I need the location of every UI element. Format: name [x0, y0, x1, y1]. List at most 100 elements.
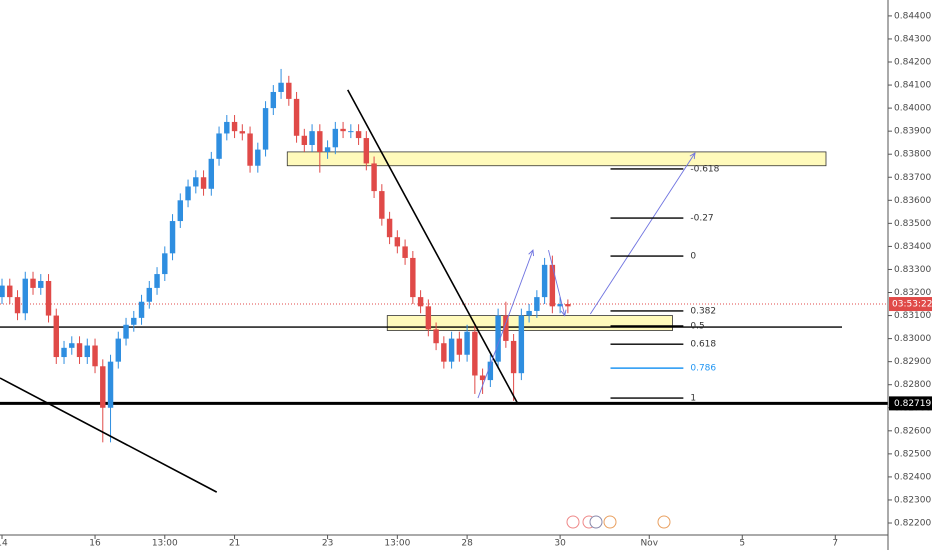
y-tick-label: 0.83100	[894, 311, 931, 321]
y-tick-label: 0.83900	[894, 127, 931, 137]
fib-label: 0.786	[690, 364, 716, 374]
countdown-label: 03:53:22	[892, 300, 932, 310]
candle-body	[84, 345, 90, 358]
candle-body	[61, 347, 67, 358]
candle-body	[448, 338, 455, 362]
candle-body	[371, 163, 377, 192]
projection-arrow	[548, 249, 566, 316]
candle-body	[410, 257, 416, 298]
y-tick-label: 0.82600	[894, 426, 931, 436]
y-tick-label: 0.83400	[894, 242, 931, 252]
candle-body	[534, 297, 540, 311]
y-tick-label: 0.83700	[894, 173, 931, 183]
x-tick-label: 16	[89, 539, 101, 549]
candle-body	[495, 315, 501, 362]
candle-body	[417, 297, 424, 307]
candle-body	[456, 338, 463, 355]
y-tick-label: 0.84400	[894, 11, 931, 21]
x-tick-label: 13:00	[152, 539, 178, 549]
candle-body	[162, 253, 168, 275]
y-tick-label: 0.83300	[894, 265, 931, 275]
fib-label: 1	[690, 394, 696, 404]
candle-body	[247, 133, 253, 166]
fib-label: 0	[690, 252, 696, 262]
candle-body	[262, 108, 269, 150]
candle-body	[425, 306, 432, 330]
candle-body	[557, 304, 563, 307]
candle-body	[472, 331, 478, 376]
candle-body	[45, 280, 52, 316]
candle-body	[324, 147, 331, 152]
candle-body	[69, 343, 75, 348]
fib-label: -0.618	[690, 164, 719, 174]
arrow-head	[528, 249, 534, 257]
candle-body	[146, 287, 153, 302]
key-level-label: 0.82719	[894, 399, 931, 409]
candle-body	[208, 158, 215, 189]
candle-body	[441, 343, 447, 362]
candle-body	[239, 131, 246, 134]
candle-body	[518, 315, 525, 374]
x-tick-label: Nov	[640, 539, 658, 549]
candle-body	[278, 82, 284, 92]
candle-body	[363, 138, 370, 164]
x-tick-label: 23	[322, 539, 333, 549]
projection-arrow	[477, 249, 534, 399]
candle-body	[177, 200, 184, 222]
candle-body	[169, 221, 176, 254]
candle-body	[30, 278, 36, 288]
candle-body	[433, 329, 439, 344]
arrow-head	[560, 309, 567, 317]
candle-body	[53, 315, 59, 358]
candle-body	[301, 135, 308, 145]
y-tick-label: 0.83800	[894, 150, 931, 160]
arrow-head	[689, 152, 696, 160]
candle-body	[200, 177, 207, 189]
y-tick-label: 0.84300	[894, 34, 931, 44]
fib-label: 0.5	[690, 321, 704, 331]
x-tick-label: 13:00	[384, 539, 410, 549]
x-tick-label: 5	[739, 539, 745, 549]
candle-body	[487, 361, 494, 381]
y-tick-label: 0.83200	[894, 288, 931, 298]
y-tick-label: 0.82900	[894, 357, 931, 367]
candle-body	[379, 191, 385, 219]
candle-body	[115, 338, 121, 362]
candle-body	[386, 218, 393, 238]
y-tick-label: 0.82200	[894, 519, 931, 529]
candle-body	[309, 131, 315, 145]
x-tick-label: 28	[461, 539, 473, 549]
y-tick-label: 0.83500	[894, 219, 931, 229]
candle-body	[100, 366, 106, 408]
event-icons	[566, 515, 671, 529]
projection-arrow	[589, 152, 696, 315]
candle-body	[76, 343, 83, 358]
candle-body	[510, 340, 517, 374]
candle-body	[526, 310, 532, 316]
candle-body	[193, 177, 199, 187]
candle-body	[293, 98, 300, 136]
candle-body	[541, 264, 548, 298]
candle-body	[270, 91, 277, 109]
candle-body	[348, 131, 354, 133]
candle-body	[231, 121, 238, 132]
candle-body	[7, 285, 13, 298]
y-tick-label: 0.84100	[894, 81, 931, 91]
x-tick-label: 21	[229, 539, 240, 549]
candle-body	[123, 324, 129, 339]
y-tick-label: 0.83000	[894, 334, 931, 344]
fib-label: 0.382	[690, 306, 716, 316]
y-tick-label: 0.82300	[894, 495, 931, 505]
candle-body	[224, 121, 230, 134]
candle-body	[565, 304, 571, 307]
y-tick-label: 0.83600	[894, 196, 931, 206]
candle-body	[402, 246, 408, 258]
candle-body	[340, 128, 346, 132]
candle-body	[286, 82, 292, 99]
candle-body	[394, 237, 401, 247]
key-level-tag	[889, 396, 932, 411]
candle-body	[479, 375, 486, 381]
trend-line	[347, 89, 519, 404]
candle-body	[464, 331, 470, 355]
